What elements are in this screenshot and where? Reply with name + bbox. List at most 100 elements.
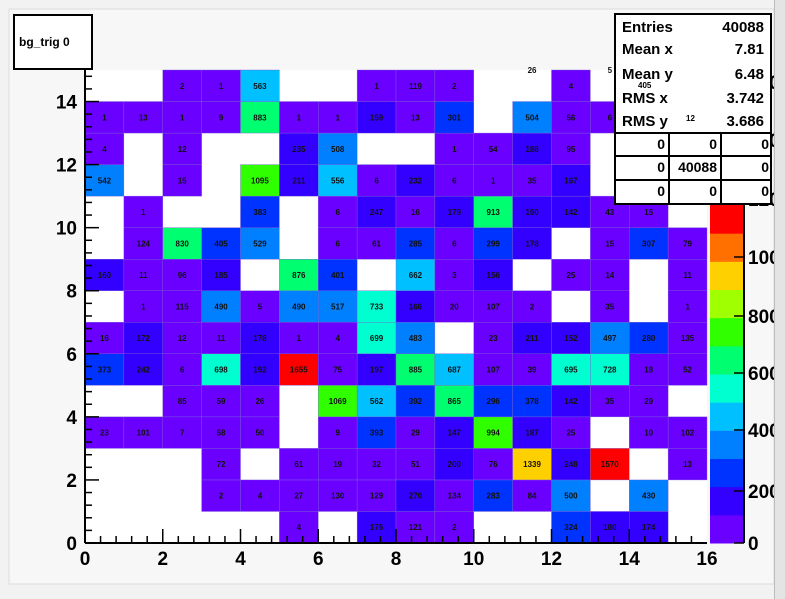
heatmap-cell: [551, 69, 591, 102]
heatmap-cell: [318, 290, 358, 323]
cell-label: 2: [452, 523, 457, 532]
cell-label: 147: [448, 429, 462, 438]
cell-label: 483: [409, 334, 423, 343]
heatmap-cell: [667, 259, 708, 291]
cell-label: 61: [294, 460, 303, 469]
heatmap-cell: [395, 227, 436, 260]
y-tick-label: 0: [66, 534, 77, 555]
heatmap-cell: [434, 69, 474, 102]
stat-entries-value: 40088: [722, 19, 764, 36]
stat-mean-y: Mean y 6.48: [622, 64, 764, 86]
heatmap-cell: [434, 101, 474, 134]
heatmap-cell: [201, 69, 241, 102]
x-tick-label: 0: [80, 549, 91, 570]
grid-line: [668, 132, 670, 203]
stat-mean-x: Mean x 7.81: [622, 39, 764, 61]
heatmap-cell: [434, 479, 474, 512]
cell-label: 13: [683, 460, 692, 469]
heatmap-cell: [551, 416, 591, 449]
heatmap-cell: [512, 195, 552, 228]
heatmap-cell: [551, 479, 591, 512]
cell-label: 135: [681, 334, 695, 343]
cell-label: 129: [370, 492, 384, 501]
heatmap-cell: [395, 448, 436, 481]
cell-label: 283: [487, 492, 501, 501]
cell-label: 25: [566, 271, 575, 280]
heatmap-cell: [434, 416, 474, 449]
heatmap-cell: [318, 416, 358, 449]
cell-label: 698: [214, 366, 228, 375]
heatmap-cell: [356, 353, 397, 386]
cell-label: 12: [178, 334, 187, 343]
cell-label: 27: [294, 492, 303, 501]
cell-label: 728: [603, 366, 617, 375]
cell-label: 12: [178, 145, 187, 154]
heatmap-cell: [512, 290, 552, 323]
cell-label: 124: [137, 239, 151, 248]
stats-box[interactable]: Entries 40088 Mean x 7.81 Mean y 6.48 40…: [614, 13, 772, 205]
cell-label: 190: [525, 208, 539, 217]
cell-label: 378: [525, 397, 539, 406]
cell-label: 383: [253, 208, 267, 217]
x-tick-label: 10: [463, 549, 484, 570]
cell-label: 15: [178, 176, 187, 185]
cell-label: 2: [219, 492, 224, 501]
y-tick-label: 14: [56, 93, 78, 114]
heatmap-cell: [84, 259, 125, 291]
colorbar-swatch: [710, 205, 744, 234]
cell-label: 152: [564, 334, 578, 343]
cell-label: 517: [331, 303, 345, 312]
cell-label: 1: [452, 145, 457, 154]
cell-label: 121: [409, 523, 423, 532]
title-box[interactable]: bg_trig 0: [13, 14, 93, 70]
heatmap-cell: [551, 259, 591, 291]
heatmap-cell: [201, 227, 241, 260]
heatmap-cell: [240, 416, 280, 449]
cell-label: 178: [253, 334, 267, 343]
cell-label: 54: [489, 145, 498, 154]
cell-label: 179: [448, 208, 462, 217]
grid-cell: 40088: [678, 159, 717, 175]
heatmap-cell: [667, 227, 708, 260]
heatmap-cell: [318, 227, 358, 260]
heatmap-cell: [512, 132, 552, 165]
heatmap-cell: [551, 195, 591, 228]
y-tick-label: 8: [66, 282, 77, 303]
cell-label: 15: [644, 208, 653, 217]
cell-label: 4: [258, 492, 263, 501]
grid-cell: 0: [761, 183, 769, 199]
cell-label: 4: [102, 145, 107, 154]
colorbar-tick-label: 600: [748, 364, 780, 385]
cell-label: 197: [370, 366, 384, 375]
colorbar-swatch: [710, 402, 744, 431]
heatmap-cell: [667, 322, 708, 354]
cell-label: 211: [292, 176, 305, 185]
cell-label: 994: [487, 429, 501, 438]
heatmap-cell: [512, 385, 552, 418]
cell-label: 26: [255, 397, 264, 406]
stat-rms-y-label: RMS y: [622, 113, 668, 130]
cell-label: 1339: [523, 460, 541, 469]
cell-label: 913: [487, 208, 501, 217]
heatmap-cell: [318, 353, 358, 386]
heatmap-cell: [123, 227, 163, 260]
y-tick-label: 12: [56, 156, 77, 177]
grid-cell: 0: [709, 183, 717, 199]
cell-label: 95: [566, 145, 575, 154]
cell-label: 490: [292, 303, 306, 312]
cell-label: 172: [137, 334, 151, 343]
heatmap-cell: [512, 227, 552, 260]
cell-label: 84: [528, 492, 537, 501]
heatmap-cell: [162, 322, 202, 354]
cell-label: 59: [217, 397, 226, 406]
grid-cell: 0: [761, 136, 769, 152]
cell-label: 23: [100, 429, 109, 438]
heatmap-cell: [667, 416, 708, 449]
cell-label: 159: [370, 113, 384, 122]
heatmap-cell: [629, 353, 669, 386]
cell-label: 248: [564, 460, 578, 469]
heatmap-cell: [123, 322, 163, 354]
cell-label: 373: [98, 366, 112, 375]
cell-label: 830: [176, 239, 190, 248]
grid-line: [720, 132, 722, 203]
